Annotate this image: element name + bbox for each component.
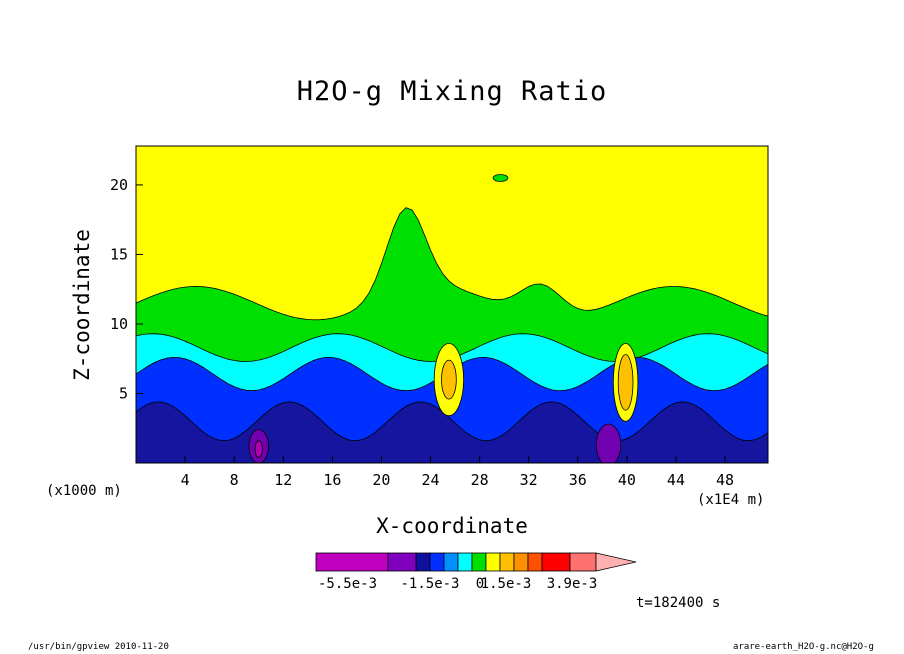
x-unit-note: (x1000 m) [46, 483, 122, 499]
colorbar-box [485, 552, 501, 572]
colorbar-box [471, 552, 487, 572]
colorbar-label: 3.9e-3 [547, 576, 598, 592]
colorbar-box [541, 552, 571, 572]
time-label: t=182400 s [636, 595, 721, 611]
x-tick-label: 40 [618, 471, 636, 489]
colorbar-box [527, 552, 543, 572]
colorbar-box [569, 552, 597, 572]
x-tick-label: 8 [230, 471, 239, 489]
x-tick-label: 44 [667, 471, 685, 489]
footer-command: /usr/bin/gpview 2010-11-20 [28, 642, 169, 652]
x-tick-label: 16 [323, 471, 341, 489]
x-tick-label: 12 [274, 471, 292, 489]
colorbar-box [387, 552, 417, 572]
y-tick-label: 5 [119, 384, 128, 402]
colorbar-label: 0 [476, 576, 484, 592]
colorbar-box [513, 552, 529, 572]
x-tick-label: 48 [716, 471, 734, 489]
y-tick-label: 15 [110, 245, 128, 263]
x-tick-label: 20 [372, 471, 390, 489]
colorbar-box [457, 552, 473, 572]
colorbar-box [415, 552, 431, 572]
y-tick-label: 10 [110, 315, 128, 333]
x-axis: 4 8 12 16 20 24 28 32 36 40 44 48 [181, 456, 734, 489]
contour-blob-5 [254, 440, 263, 458]
colorbar-label: -5.5e-3 [318, 576, 377, 592]
contour-field [136, 146, 768, 463]
colorbar-box [315, 552, 389, 572]
x-scale-note: (x1E4 m) [697, 492, 765, 508]
colorbar-box [443, 552, 459, 572]
y-tick-label: 20 [110, 176, 128, 194]
x-tick-label: 4 [181, 471, 190, 489]
contour-blob-7 [492, 174, 509, 182]
colorbar-box [499, 552, 515, 572]
x-tick-label: 24 [421, 471, 439, 489]
footer-source: arare-earth_H2O-g.nc@H2O-g [733, 642, 874, 652]
colorbar-box [429, 552, 445, 572]
x-tick-label: 36 [569, 471, 587, 489]
contour-blob-6 [595, 423, 622, 463]
colorbar-extend-arrow [595, 552, 637, 572]
colorbar-label: -1.5e-3 [400, 576, 459, 592]
chart-title: H2O-g Mixing Ratio [296, 76, 608, 107]
y-axis: 5 10 15 20 [110, 176, 143, 402]
contour-blob-1 [441, 359, 457, 400]
colorbar-label: 1.5e-3 [481, 576, 532, 592]
x-tick-label: 28 [471, 471, 489, 489]
plot-frame [135, 145, 769, 464]
x-tick-label: 32 [520, 471, 538, 489]
contour-blob-3 [617, 354, 634, 411]
x-axis-title: X-coordinate [376, 514, 528, 538]
